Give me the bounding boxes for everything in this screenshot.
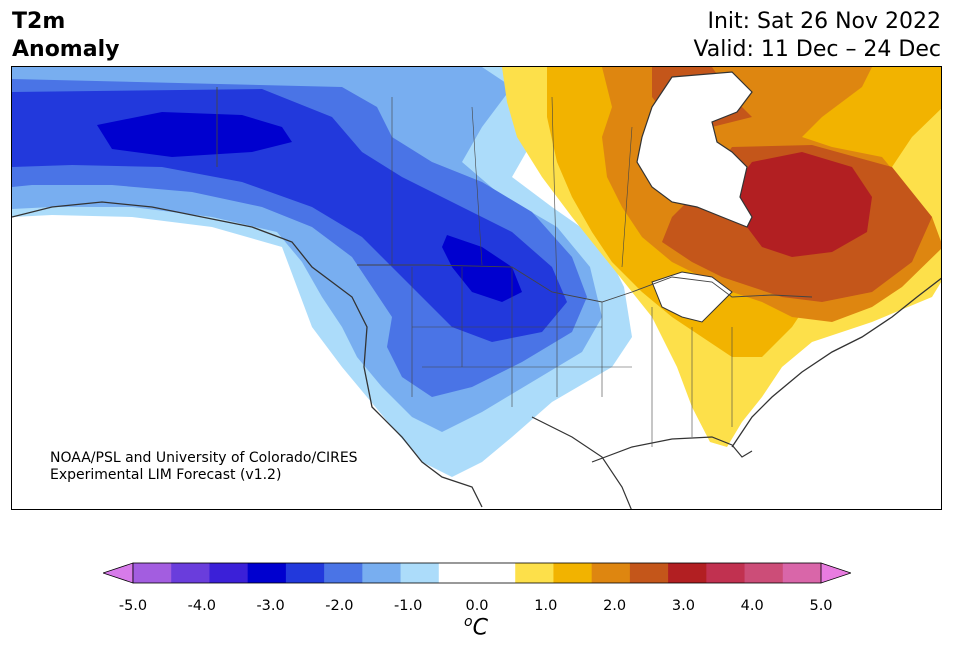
great-lakes [651,271,733,323]
colorbar-cell [553,563,593,583]
colorbar-tick-label: 1.0 [534,598,558,614]
hudson-bay [636,71,753,228]
colorbar-over-triangle [820,562,853,584]
colorbar-unit-superscript: o [464,614,473,630]
map-panel: NOAA/PSL and University of Colorado/CIRE… [11,66,942,510]
colorbar-cell [477,563,516,583]
colorbar-tick-label: -5.0 [118,598,148,614]
colorbar-tick-label: 5.0 [809,598,833,614]
colorbar-cell [209,563,249,583]
coastline-gulf [591,436,753,463]
colorbar-tick-label: 0.0 [465,598,489,614]
colorbar-tick-label: 2.0 [603,598,627,614]
credit: NOAA/PSL and University of Colorado/CIRE… [50,450,358,484]
colorbar-cell [324,563,363,583]
colorbar-cell [515,563,554,583]
title-left: T2m Anomaly [12,8,119,64]
valid-range: Valid: 11 Dec – 24 Dec [693,37,941,62]
colorbar-tick-label: 4.0 [740,598,764,614]
init-date: Init: Sat 26 Nov 2022 [707,9,941,34]
coastline-west [12,201,483,508]
credit-line-1: NOAA/PSL and University of Colorado/CIRE… [50,450,358,466]
coastline-mexico [531,416,632,509]
colorbar-unit-letter: C [472,615,488,641]
colorbar-cell [362,563,402,583]
colorbar-svg [101,562,853,584]
colorbar-cell [438,563,478,583]
colorbar-tick-label: 3.0 [671,598,695,614]
colorbar [101,562,853,592]
colorbar-cell [744,563,784,583]
colorbar-tick-label: -4.0 [187,598,216,614]
title-variable: T2m [12,9,66,34]
colorbar-cell [171,563,210,583]
colorbar-cell [668,563,707,583]
colorbar-unit: oC [464,614,488,640]
colorbar-cell [133,563,172,583]
title-subvariable: Anomaly [12,37,120,62]
colorbar-tick-label: -2.0 [325,598,354,614]
colorbar-cell [782,563,822,583]
state-lines [411,267,733,447]
us-canada-border [357,264,813,303]
anomaly-map [12,67,941,509]
colorbar-cell [400,563,440,583]
colorbar-cell [247,563,287,583]
colorbar-cell [285,563,325,583]
title-right: Init: Sat 26 Nov 2022 Valid: 11 Dec – 24… [693,8,941,64]
credit-line-2: Experimental LIM Forecast (v1.2) [50,467,282,483]
colorbar-cell [706,563,746,583]
colorbar-tick-label: -3.0 [256,598,285,614]
canada-provinces [391,96,633,293]
contour-pos3 [732,152,872,257]
colorbar-under-triangle [101,562,134,584]
colorbar-outline [132,562,822,584]
coastline-east [731,277,941,448]
colorbar-tick-label: -1.0 [394,598,423,614]
colorbar-cell [591,563,631,583]
contour-neg3 [97,112,522,302]
colorbar-cell [629,563,669,583]
